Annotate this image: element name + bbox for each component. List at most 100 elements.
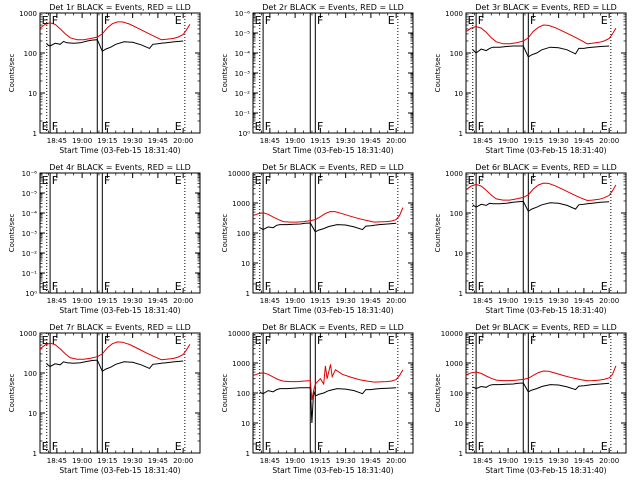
- x-tick-label: 19:30: [336, 457, 356, 465]
- marker-label: E: [601, 174, 608, 187]
- panel-title: Det 7r BLACK = Events, RED = LLD: [49, 323, 191, 332]
- marker-label: E: [255, 440, 262, 453]
- marker-label: F: [52, 280, 58, 293]
- y-tick-label: 10⁻¹: [235, 110, 251, 118]
- x-tick-label: 20:00: [599, 297, 619, 305]
- y-tick-label: 1: [33, 130, 37, 138]
- marker-label: E: [601, 334, 608, 347]
- events-series-line: [472, 45, 610, 58]
- panel-title: Det 4r BLACK = Events, RED = LLD: [49, 163, 191, 172]
- marker-label: E: [388, 280, 395, 293]
- x-tick-label: 19:30: [549, 137, 569, 145]
- x-tick-label: 20:00: [173, 457, 193, 465]
- y-tick-label: 1000: [232, 200, 250, 208]
- marker-label: E: [175, 440, 182, 453]
- marker-label: F: [52, 440, 58, 453]
- marker-label: F: [317, 280, 323, 293]
- marker-label: F: [52, 174, 58, 187]
- marker-label: F: [530, 440, 536, 453]
- panel-title: Det 5r BLACK = Events, RED = LLD: [262, 163, 404, 172]
- x-tick-label: 19:45: [361, 457, 381, 465]
- detector-panel-7: Det 7r BLACK = Events, RED = LLD 1 10 100 10…: [8, 323, 201, 475]
- y-axis-label: Counts/sec: [8, 54, 16, 93]
- y-tick-label: 100: [450, 210, 463, 218]
- x-tick-label: 19:15: [310, 297, 330, 305]
- marker-label: E: [175, 14, 182, 27]
- detector-panel-6: Det 6r BLACK = Events, RED = LLD 1 10 100 10…: [434, 163, 627, 315]
- x-tick-label: 19:30: [549, 457, 569, 465]
- plot-frame: [465, 12, 627, 134]
- marker-label: F: [317, 14, 323, 27]
- x-axis-label: Start Time (03-Feb-15 18:31:40): [272, 146, 393, 155]
- x-tick-label: 18:45: [47, 137, 67, 145]
- marker-label: E: [468, 174, 475, 187]
- x-axis-label: Start Time (03-Feb-15 18:31:40): [59, 466, 180, 475]
- marker-label: E: [468, 334, 475, 347]
- x-tick-label: 19:45: [361, 137, 381, 145]
- marker-label: F: [478, 174, 484, 187]
- events-series-line: [472, 382, 610, 393]
- x-tick-label: 19:00: [72, 297, 92, 305]
- x-tick-label: 19:00: [498, 137, 518, 145]
- marker-label: F: [317, 440, 323, 453]
- x-tick-label: 18:45: [473, 457, 493, 465]
- marker-label: F: [104, 440, 110, 453]
- y-axis-label: Counts/sec: [221, 374, 229, 413]
- y-axis-label: Counts/sec: [434, 54, 442, 93]
- marker-label: E: [42, 440, 49, 453]
- y-axis-label: Counts/sec: [221, 214, 229, 253]
- marker-label: F: [265, 120, 271, 133]
- x-tick-label: 18:45: [47, 297, 67, 305]
- marker-label: E: [468, 14, 475, 27]
- x-tick-label: 19:45: [574, 297, 594, 305]
- detector-panel-3: Det 3r BLACK = Events, RED = LLD 1 10 100 10…: [434, 3, 627, 155]
- y-axis-label: Counts/sec: [434, 374, 442, 413]
- marker-label: E: [42, 14, 49, 27]
- y-tick-label: 10⁻⁶: [22, 170, 38, 178]
- y-tick-label: 10⁻⁴: [22, 210, 38, 218]
- y-tick-label: 100: [450, 50, 463, 58]
- y-tick-label: 1000: [19, 10, 37, 18]
- marker-label: F: [478, 280, 484, 293]
- panel-title: Det 3r BLACK = Events, RED = LLD: [475, 3, 617, 12]
- y-tick-label: 10: [454, 250, 463, 258]
- detector-panel-1: Det 1r BLACK = Events, RED = LLD 1 10 100 10…: [8, 3, 201, 155]
- events-series-line: [46, 39, 184, 53]
- marker-label: E: [42, 120, 49, 133]
- detector-panel-5: Det 5r BLACK = Events, RED = LLD 1 10 100 10…: [221, 163, 414, 315]
- marker-label: E: [468, 440, 475, 453]
- marker-label: F: [265, 174, 271, 187]
- x-tick-label: 19:45: [148, 297, 168, 305]
- x-axis-label: Start Time (03-Feb-15 18:31:40): [59, 306, 180, 315]
- marker-label: E: [175, 334, 182, 347]
- marker-label: E: [388, 334, 395, 347]
- marker-label: E: [255, 14, 262, 27]
- marker-label: F: [478, 120, 484, 133]
- x-tick-label: 18:45: [260, 457, 280, 465]
- events-series-line: [259, 387, 397, 424]
- marker-label: E: [42, 280, 49, 293]
- y-axis-label: Counts/sec: [8, 374, 16, 413]
- marker-label: F: [530, 120, 536, 133]
- marker-label: F: [530, 334, 536, 347]
- panel-title: Det 6r BLACK = Events, RED = LLD: [475, 163, 617, 172]
- x-tick-label: 19:30: [123, 297, 143, 305]
- y-tick-label: 10⁻²: [22, 250, 38, 258]
- lld-series-line: [465, 365, 617, 382]
- x-tick-label: 19:15: [97, 457, 117, 465]
- x-tick-label: 19:15: [523, 297, 543, 305]
- marker-label: E: [388, 440, 395, 453]
- plot-frame: [39, 12, 201, 134]
- y-tick-label: 10⁻³: [235, 70, 251, 78]
- marker-label: E: [255, 120, 262, 133]
- x-tick-label: 19:30: [336, 297, 356, 305]
- marker-label: F: [104, 120, 110, 133]
- y-tick-label: 100: [450, 390, 463, 398]
- plot-frame: [39, 332, 201, 454]
- y-tick-label: 10000: [441, 330, 463, 338]
- marker-label: F: [478, 440, 484, 453]
- x-tick-label: 18:45: [473, 137, 493, 145]
- y-axis-label: Counts/sec: [221, 54, 229, 93]
- x-tick-label: 18:45: [260, 137, 280, 145]
- y-tick-label: 1000: [445, 170, 463, 178]
